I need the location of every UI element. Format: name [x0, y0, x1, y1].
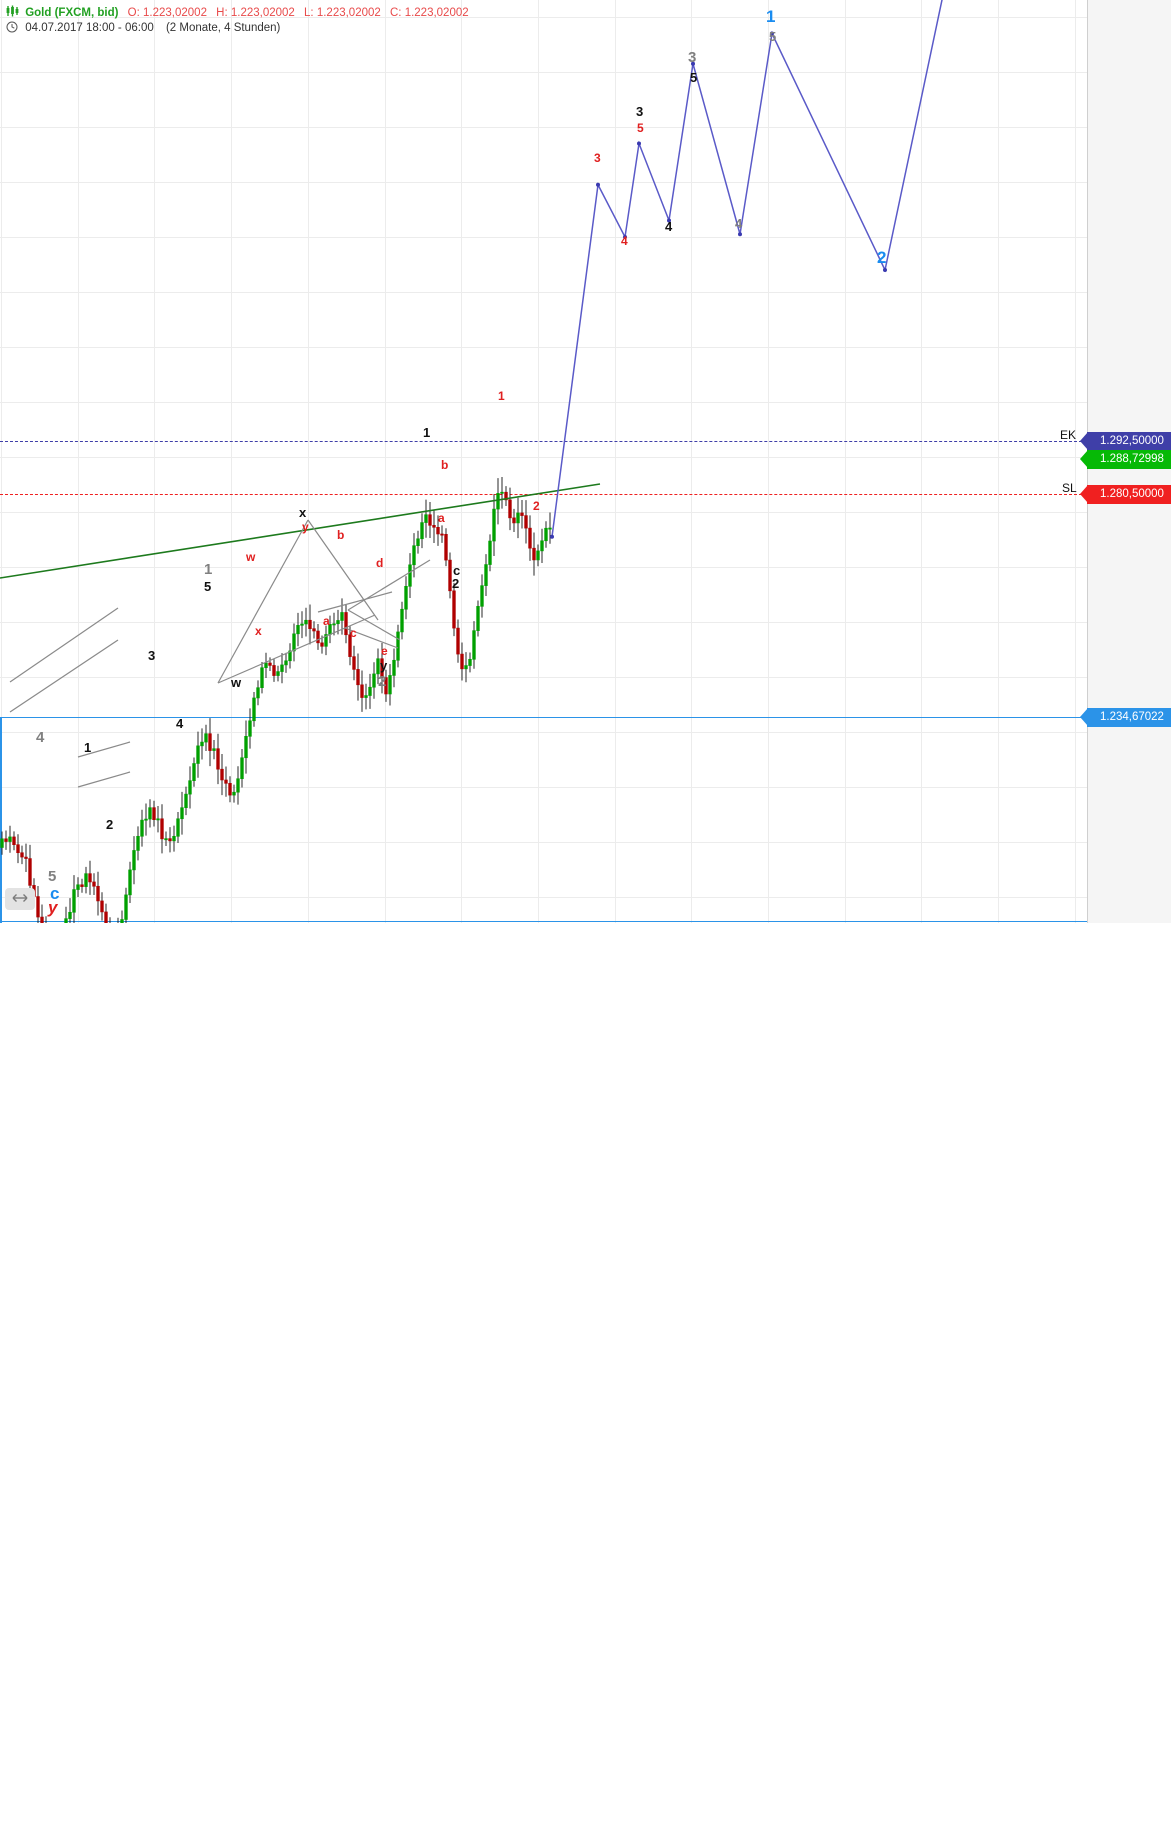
projection-wave-label: 5: [769, 29, 777, 44]
projection-wave-label: 3: [688, 49, 697, 66]
entry-price-badge[interactable]: 1.292,50000: [1080, 431, 1171, 451]
wave-label: y: [48, 898, 58, 917]
wave-label: 5: [204, 579, 212, 594]
stop-line-label: SL: [1062, 481, 1077, 495]
wave-label: y: [302, 520, 309, 534]
gridline-h: [0, 512, 1087, 513]
horizontal-resize-icon[interactable]: [5, 888, 35, 910]
gridline-h: [0, 897, 1087, 898]
wave-label: c: [350, 626, 357, 640]
wave-label: y: [380, 658, 388, 673]
wave-label: 2: [106, 817, 114, 832]
chart-overlays: [0, 0, 943, 923]
gridline-h: [0, 567, 1087, 568]
wave-label: 3: [148, 648, 156, 663]
gridline-v: [845, 0, 846, 923]
wave-label: 2: [378, 673, 387, 690]
wave-label: d: [376, 556, 384, 570]
gridline-v: [231, 0, 232, 923]
level-price-badge[interactable]: 1.234,67022: [1080, 707, 1171, 727]
wave-label: w: [246, 550, 256, 564]
wave-label: 4: [36, 729, 45, 746]
wave-label: a: [438, 511, 445, 525]
gridline-v: [1, 0, 2, 923]
projection-wave-label: 1: [766, 7, 776, 26]
wave-label: 2: [533, 499, 540, 513]
wave-label: x: [255, 624, 262, 638]
wave-label: 1: [498, 389, 505, 403]
wave-label: c: [50, 884, 60, 903]
wave-label: b: [441, 458, 449, 472]
projection-wave-label: 3: [636, 104, 644, 119]
gridline-v: [461, 0, 462, 923]
level-box-bottom: [0, 921, 1087, 922]
stop-loss-line[interactable]: [0, 494, 1087, 495]
gridline-h: [0, 347, 1087, 348]
gridline-v: [538, 0, 539, 923]
projection-wave-label: 4: [735, 216, 743, 231]
gridline-h: [0, 182, 1087, 183]
gridline-h: [0, 72, 1087, 73]
wave-label: a: [323, 614, 330, 628]
level-box-left-edge: [0, 717, 2, 923]
projection-wave-label: 5: [690, 70, 698, 85]
gridline-h: [0, 17, 1087, 18]
support-level-line[interactable]: [0, 717, 1087, 718]
last-price-badge[interactable]: 1.288,72998: [1080, 449, 1171, 469]
gridline-h: [0, 292, 1087, 293]
gridline-v: [615, 0, 616, 923]
wave-label: w: [231, 675, 242, 690]
gridline-v: [78, 0, 79, 923]
projection-wave-label: 4: [665, 219, 673, 234]
gridline-v: [998, 0, 999, 923]
gridline-v: [1075, 0, 1076, 923]
gridline-h: [0, 622, 1087, 623]
wave-label: 4: [176, 716, 184, 731]
wave-label: 2: [452, 576, 460, 591]
gridline-h: [0, 787, 1087, 788]
projection-wave-label: 4: [621, 234, 628, 248]
wave-label: b: [337, 528, 345, 542]
gridline-v: [921, 0, 922, 923]
wave-label: 1: [84, 740, 92, 755]
wave-label: 5: [48, 868, 57, 885]
gridline-v: [308, 0, 309, 923]
entry-price-line[interactable]: [0, 441, 1087, 442]
gridline-h: [0, 677, 1087, 678]
stop-price-badge[interactable]: 1.280,50000: [1080, 484, 1171, 504]
projection-wave-label: 2: [877, 248, 887, 267]
wave-label: 1: [423, 425, 431, 440]
gridline-v: [691, 0, 692, 923]
wave-label: 1: [204, 561, 213, 578]
wave-label: x: [299, 505, 307, 520]
gridline-v: [154, 0, 155, 923]
entry-line-label: EK: [1060, 428, 1077, 442]
gridline-h: [0, 127, 1087, 128]
gridline-h: [0, 732, 1087, 733]
gridline-v: [768, 0, 769, 923]
gridline-h: [0, 402, 1087, 403]
price-axis[interactable]: –1.380,00000–1.370,00000–1.360,00000–1.3…: [1080, 0, 1171, 923]
projection-wave-label: 5: [637, 121, 644, 135]
gridline-h: [0, 842, 1087, 843]
gridline-h: [0, 237, 1087, 238]
wave-label: e: [381, 644, 388, 658]
gridline-v: [385, 0, 386, 923]
wave-label: c: [453, 563, 461, 578]
gridline-h: [0, 457, 1087, 458]
projection-wave-label: 3: [594, 151, 601, 165]
